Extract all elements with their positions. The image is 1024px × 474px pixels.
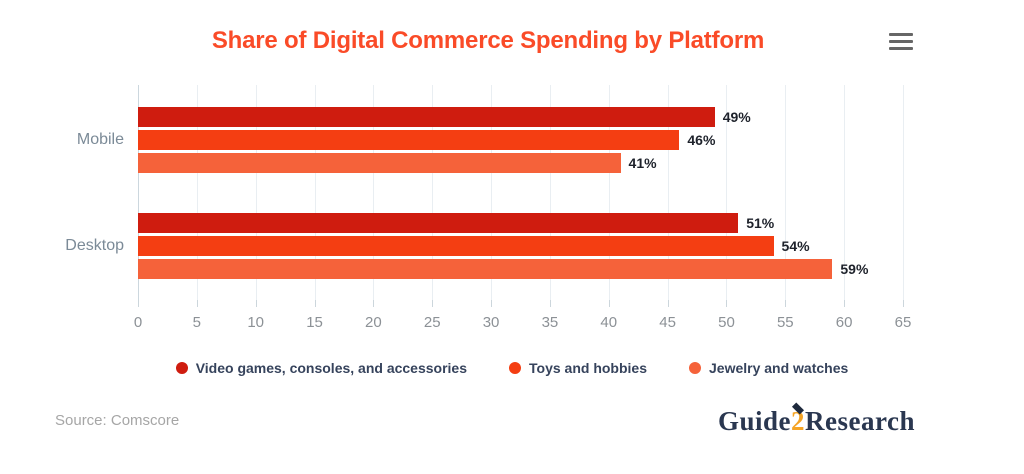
gridline bbox=[196, 85, 198, 300]
x-axis-tick bbox=[314, 300, 316, 307]
bar-desktop-series-1[interactable] bbox=[138, 213, 739, 233]
gridline bbox=[314, 85, 316, 300]
gridline bbox=[432, 85, 434, 300]
legend-item-1[interactable]: Video games, consoles, and accessories bbox=[175, 360, 468, 376]
x-axis-tick-label: 25 bbox=[423, 314, 441, 331]
x-axis-tick bbox=[432, 300, 434, 307]
x-axis-tick-label: 50 bbox=[718, 314, 735, 331]
data-label: 59% bbox=[840, 261, 869, 277]
bar-mobile-series-2[interactable] bbox=[138, 130, 680, 150]
x-axis-tick bbox=[373, 300, 375, 307]
hamburger-bar bbox=[889, 47, 913, 50]
data-label: 51% bbox=[746, 215, 775, 231]
hamburger-bar bbox=[889, 40, 913, 43]
hamburger-bar bbox=[889, 33, 913, 36]
bar-desktop-series-3[interactable] bbox=[138, 259, 833, 279]
x-axis-tick bbox=[667, 300, 669, 307]
gridline bbox=[255, 85, 257, 300]
x-axis-tick-label: 55 bbox=[776, 314, 794, 331]
gridline bbox=[491, 85, 493, 300]
x-axis-tick bbox=[903, 300, 904, 307]
legend-label: Jewelry and watches bbox=[709, 360, 849, 376]
x-axis-tick-label: 10 bbox=[247, 314, 265, 331]
gridline bbox=[608, 85, 610, 300]
x-axis-tick bbox=[196, 300, 198, 307]
legend-marker-icon bbox=[689, 362, 701, 374]
x-axis-tick-label: 40 bbox=[600, 314, 618, 331]
x-axis-tick-label: 0 bbox=[133, 314, 143, 331]
bar-mobile-series-1[interactable] bbox=[138, 107, 715, 127]
x-axis-tick-label: 65 bbox=[894, 314, 912, 331]
legend-item-2[interactable]: Toys and hobbies bbox=[509, 360, 647, 376]
plot-area: 0 5 10 15 20 25 30 35 40 45 50 55 60 65 49% 46% 41% Mobil… bbox=[65, 85, 911, 331]
x-axis-tick bbox=[608, 300, 610, 307]
logo-part-guide: Guide bbox=[718, 405, 792, 436]
legend-marker-icon bbox=[175, 362, 188, 374]
x-axis-tick bbox=[549, 300, 551, 307]
guide2research-logo: Guide 2 Research bbox=[718, 401, 916, 438]
x-axis-tick-label: 20 bbox=[365, 314, 382, 331]
hamburger-menu-icon[interactable] bbox=[889, 33, 913, 50]
gridline bbox=[844, 85, 846, 300]
gridline bbox=[373, 85, 375, 300]
gridline bbox=[549, 85, 551, 300]
bar-mobile-series-3[interactable] bbox=[138, 153, 621, 173]
x-axis-tick-label: 5 bbox=[192, 314, 202, 331]
x-axis-tick-label: 30 bbox=[482, 314, 500, 331]
data-label: 41% bbox=[628, 155, 657, 171]
x-axis-tick bbox=[138, 300, 139, 307]
x-axis-tick-label: 35 bbox=[541, 314, 559, 331]
category-label-mobile: Mobile bbox=[76, 131, 124, 148]
legend-label: Toys and hobbies bbox=[529, 360, 647, 376]
data-label: 54% bbox=[781, 238, 810, 254]
x-axis-tick bbox=[491, 300, 493, 307]
y-axis-line bbox=[138, 85, 139, 300]
x-axis-tick-label: 45 bbox=[659, 314, 676, 331]
chart-legend: Video games, consoles, and accessories To… bbox=[0, 360, 1024, 376]
x-axis-tick bbox=[844, 300, 846, 307]
category-label-desktop: Desktop bbox=[65, 237, 124, 254]
data-label: 49% bbox=[722, 109, 751, 125]
logo-part-research: Research bbox=[805, 405, 916, 436]
legend-label: Video games, consoles, and accessories bbox=[195, 360, 468, 376]
gridline bbox=[903, 85, 904, 300]
logo-part-two: 2 bbox=[791, 401, 805, 437]
x-axis-tick-label: 60 bbox=[835, 314, 853, 331]
bar-desktop-series-2[interactable] bbox=[138, 236, 774, 256]
gridline bbox=[785, 85, 787, 300]
legend-item-3[interactable]: Jewelry and watches bbox=[689, 360, 848, 376]
x-axis-tick bbox=[726, 300, 728, 307]
chart-title: Share of Digital Commerce Spending by Pl… bbox=[211, 27, 765, 54]
source-text: Source: Comscore bbox=[55, 412, 180, 429]
legend-marker-icon bbox=[509, 362, 522, 374]
x-axis-tick bbox=[255, 300, 257, 307]
x-axis-tick-label: 15 bbox=[306, 314, 323, 331]
gridline bbox=[667, 85, 669, 300]
data-label: 46% bbox=[687, 132, 716, 148]
gridline bbox=[726, 85, 728, 300]
x-axis-tick bbox=[785, 300, 787, 307]
